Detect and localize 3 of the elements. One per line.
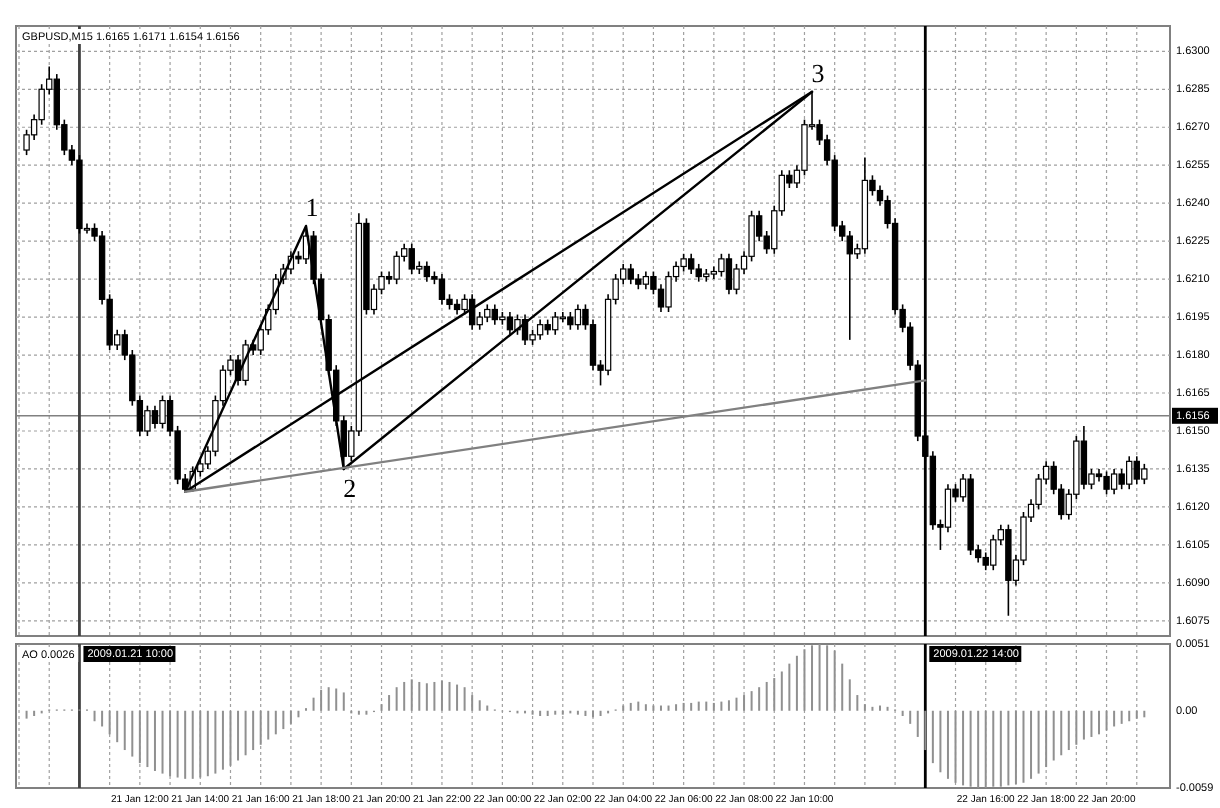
annotation: 2 — [343, 472, 357, 503]
annotation: 3 — [811, 57, 825, 88]
annotation: 1 — [305, 191, 319, 222]
